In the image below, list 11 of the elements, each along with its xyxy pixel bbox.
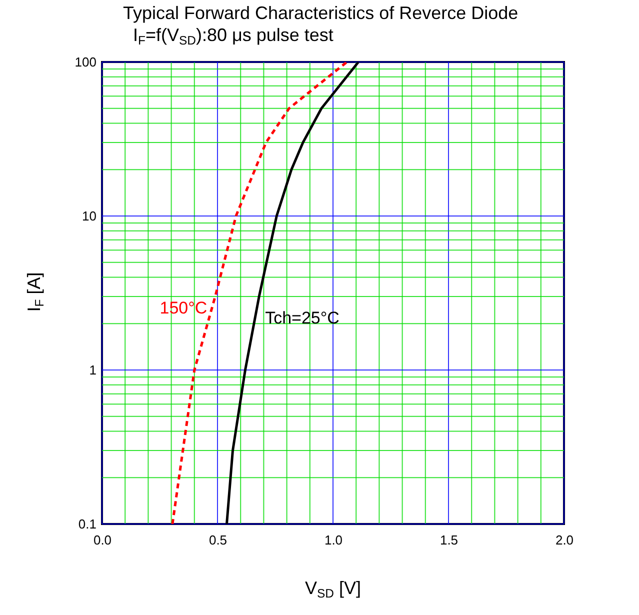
y-tick-label: 100 bbox=[74, 54, 96, 70]
y-tick-label: 1 bbox=[89, 362, 96, 378]
x-tick-label: 0.0 bbox=[93, 532, 112, 548]
x-tick-label: 1.0 bbox=[324, 532, 343, 548]
x-tick-label: 0.5 bbox=[208, 532, 228, 548]
x-tick-label: 2.0 bbox=[555, 532, 574, 548]
x-tick-label: 1.5 bbox=[440, 532, 458, 548]
chart-title: Typical Forward Characteristics of Reverce Diode bbox=[123, 3, 518, 23]
y-axis-title: IF [A] bbox=[24, 272, 47, 312]
y-tick-label: 10 bbox=[82, 208, 96, 224]
y-tick-label: 0.1 bbox=[78, 516, 96, 532]
